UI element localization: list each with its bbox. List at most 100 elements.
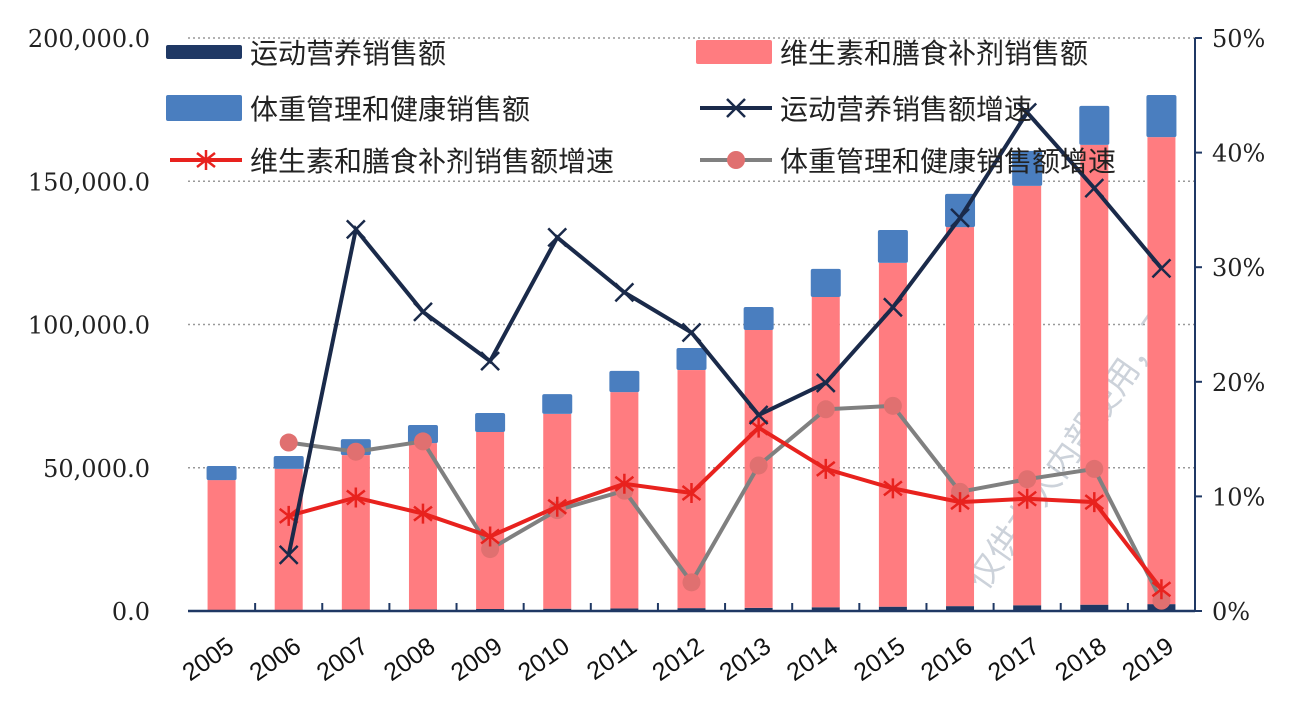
line-series (288, 425, 1164, 591)
y-right-tick-label: 40% (1212, 140, 1265, 168)
x-marker (748, 405, 769, 425)
x-marker (278, 544, 299, 565)
y-left-tick-label: 150,000.0 (28, 168, 150, 196)
x-tick-label: 2014 (782, 632, 844, 687)
asterisk-marker (413, 503, 433, 524)
legend-label: 维生素和膳食补剂销售额增速 (250, 145, 614, 178)
circle-marker (1085, 459, 1104, 478)
bar-2014-1 (811, 296, 840, 608)
bar-2006-1 (274, 468, 303, 610)
circle-marker (749, 456, 768, 475)
circle-marker (1152, 591, 1171, 610)
legend-label: 运动营养销售额增速 (780, 93, 1032, 126)
asterisk-marker (1084, 492, 1105, 513)
bar-2014-0 (811, 607, 840, 611)
x-tick-label: 2010 (513, 632, 575, 687)
x-marker (413, 302, 433, 322)
bar-2016-1 (946, 227, 975, 607)
bar-2009-2 (475, 413, 506, 432)
y-right-tick-label: 20% (1212, 369, 1265, 397)
asterisk-marker (748, 417, 769, 438)
x-tick-label: 2018 (1050, 632, 1112, 687)
x-marker (547, 227, 568, 248)
y-right-tick-label: 30% (1212, 254, 1265, 282)
y-left-tick-label: 0.0 (112, 598, 150, 626)
asterisk-marker (883, 478, 903, 499)
circle-marker (951, 482, 970, 501)
bar-2016-2 (945, 193, 976, 228)
bar-2019-2 (1146, 95, 1177, 138)
x-tick-label: 2013 (714, 632, 776, 687)
x-marker (726, 98, 746, 118)
line-series (286, 109, 1163, 556)
asterisk-marker (950, 492, 970, 513)
legend-item: 体重管理和健康销售额 (166, 93, 530, 126)
asterisk-marker (547, 496, 568, 517)
asterisk-marker (1151, 579, 1172, 600)
asterisk-marker (196, 150, 216, 170)
bar-2018-2 (1079, 105, 1110, 145)
x-tick-label: 2019 (1117, 632, 1179, 687)
x-tick-label: 2005 (177, 632, 239, 687)
x-marker (345, 219, 366, 240)
x-marker (883, 297, 903, 318)
circle-marker (346, 442, 365, 461)
asterisk-marker (480, 526, 500, 547)
series-1 (278, 417, 1172, 600)
bar-2017-2 (1012, 150, 1043, 186)
y-left-tick-label: 200,000.0 (28, 25, 150, 53)
circle-marker (682, 573, 701, 592)
bar-2009-1 (476, 431, 505, 609)
bar-2012-2 (676, 347, 707, 371)
circle-marker (1018, 470, 1037, 489)
y-left-tick-label: 100,000.0 (28, 312, 150, 340)
circle-marker (413, 432, 432, 451)
x-marker (1017, 102, 1038, 123)
x-tick-label: 2012 (647, 632, 709, 687)
legend-label: 维生素和膳食补剂销售额 (780, 37, 1088, 70)
bar-2013-2 (743, 307, 774, 330)
legend-item: 维生素和膳食补剂销售额 (696, 37, 1088, 70)
bar-2017-1 (1013, 185, 1042, 606)
legend-label: 体重管理和健康销售额 (250, 93, 530, 126)
x-marker (681, 322, 702, 343)
bar-2016-0 (946, 606, 975, 611)
legend-item: 运动营养销售额 (166, 37, 446, 70)
y-right-tick-label: 10% (1212, 483, 1265, 511)
asterisk-marker (681, 482, 702, 503)
x-marker (1084, 178, 1105, 199)
x-marker (1151, 258, 1172, 279)
legend-item: 运动营养销售额增速 (700, 93, 1032, 126)
series-0 (278, 102, 1172, 565)
y-left-tick-label: 50,000.0 (43, 455, 150, 483)
x-tick-label: 2008 (379, 632, 441, 687)
x-marker (614, 282, 635, 303)
bar-2015-2 (877, 229, 908, 263)
bar-2012-0 (677, 608, 706, 611)
x-tick-label: 2006 (245, 632, 307, 687)
bar-2015-0 (878, 606, 907, 611)
legend-swatch (696, 40, 772, 64)
bar-2005-1 (207, 480, 236, 611)
bar-2014-2 (810, 268, 841, 297)
x-tick-label: 2011 (582, 632, 642, 686)
asterisk-marker (1017, 488, 1037, 509)
bar-2011-0 (610, 608, 639, 611)
bar-2011-2 (609, 370, 640, 393)
x-tick-label: 2016 (916, 632, 978, 687)
line-series (288, 403, 1164, 602)
bar-2017-0 (1013, 605, 1042, 611)
circle-marker (279, 433, 298, 452)
bar-2018-1 (1080, 144, 1109, 605)
bar-2008-1 (408, 443, 437, 610)
circle-marker (481, 540, 500, 559)
legend-label: 运动营养销售额 (250, 37, 446, 70)
x-tick-label: 2015 (849, 632, 911, 687)
asterisk-marker (614, 473, 635, 494)
bar-2006-2 (273, 456, 304, 469)
bar-2005-2 (206, 466, 237, 481)
legend-item: 维生素和膳食补剂销售额增速 (170, 145, 614, 178)
legend-swatch (166, 95, 242, 121)
x-marker (480, 351, 500, 372)
